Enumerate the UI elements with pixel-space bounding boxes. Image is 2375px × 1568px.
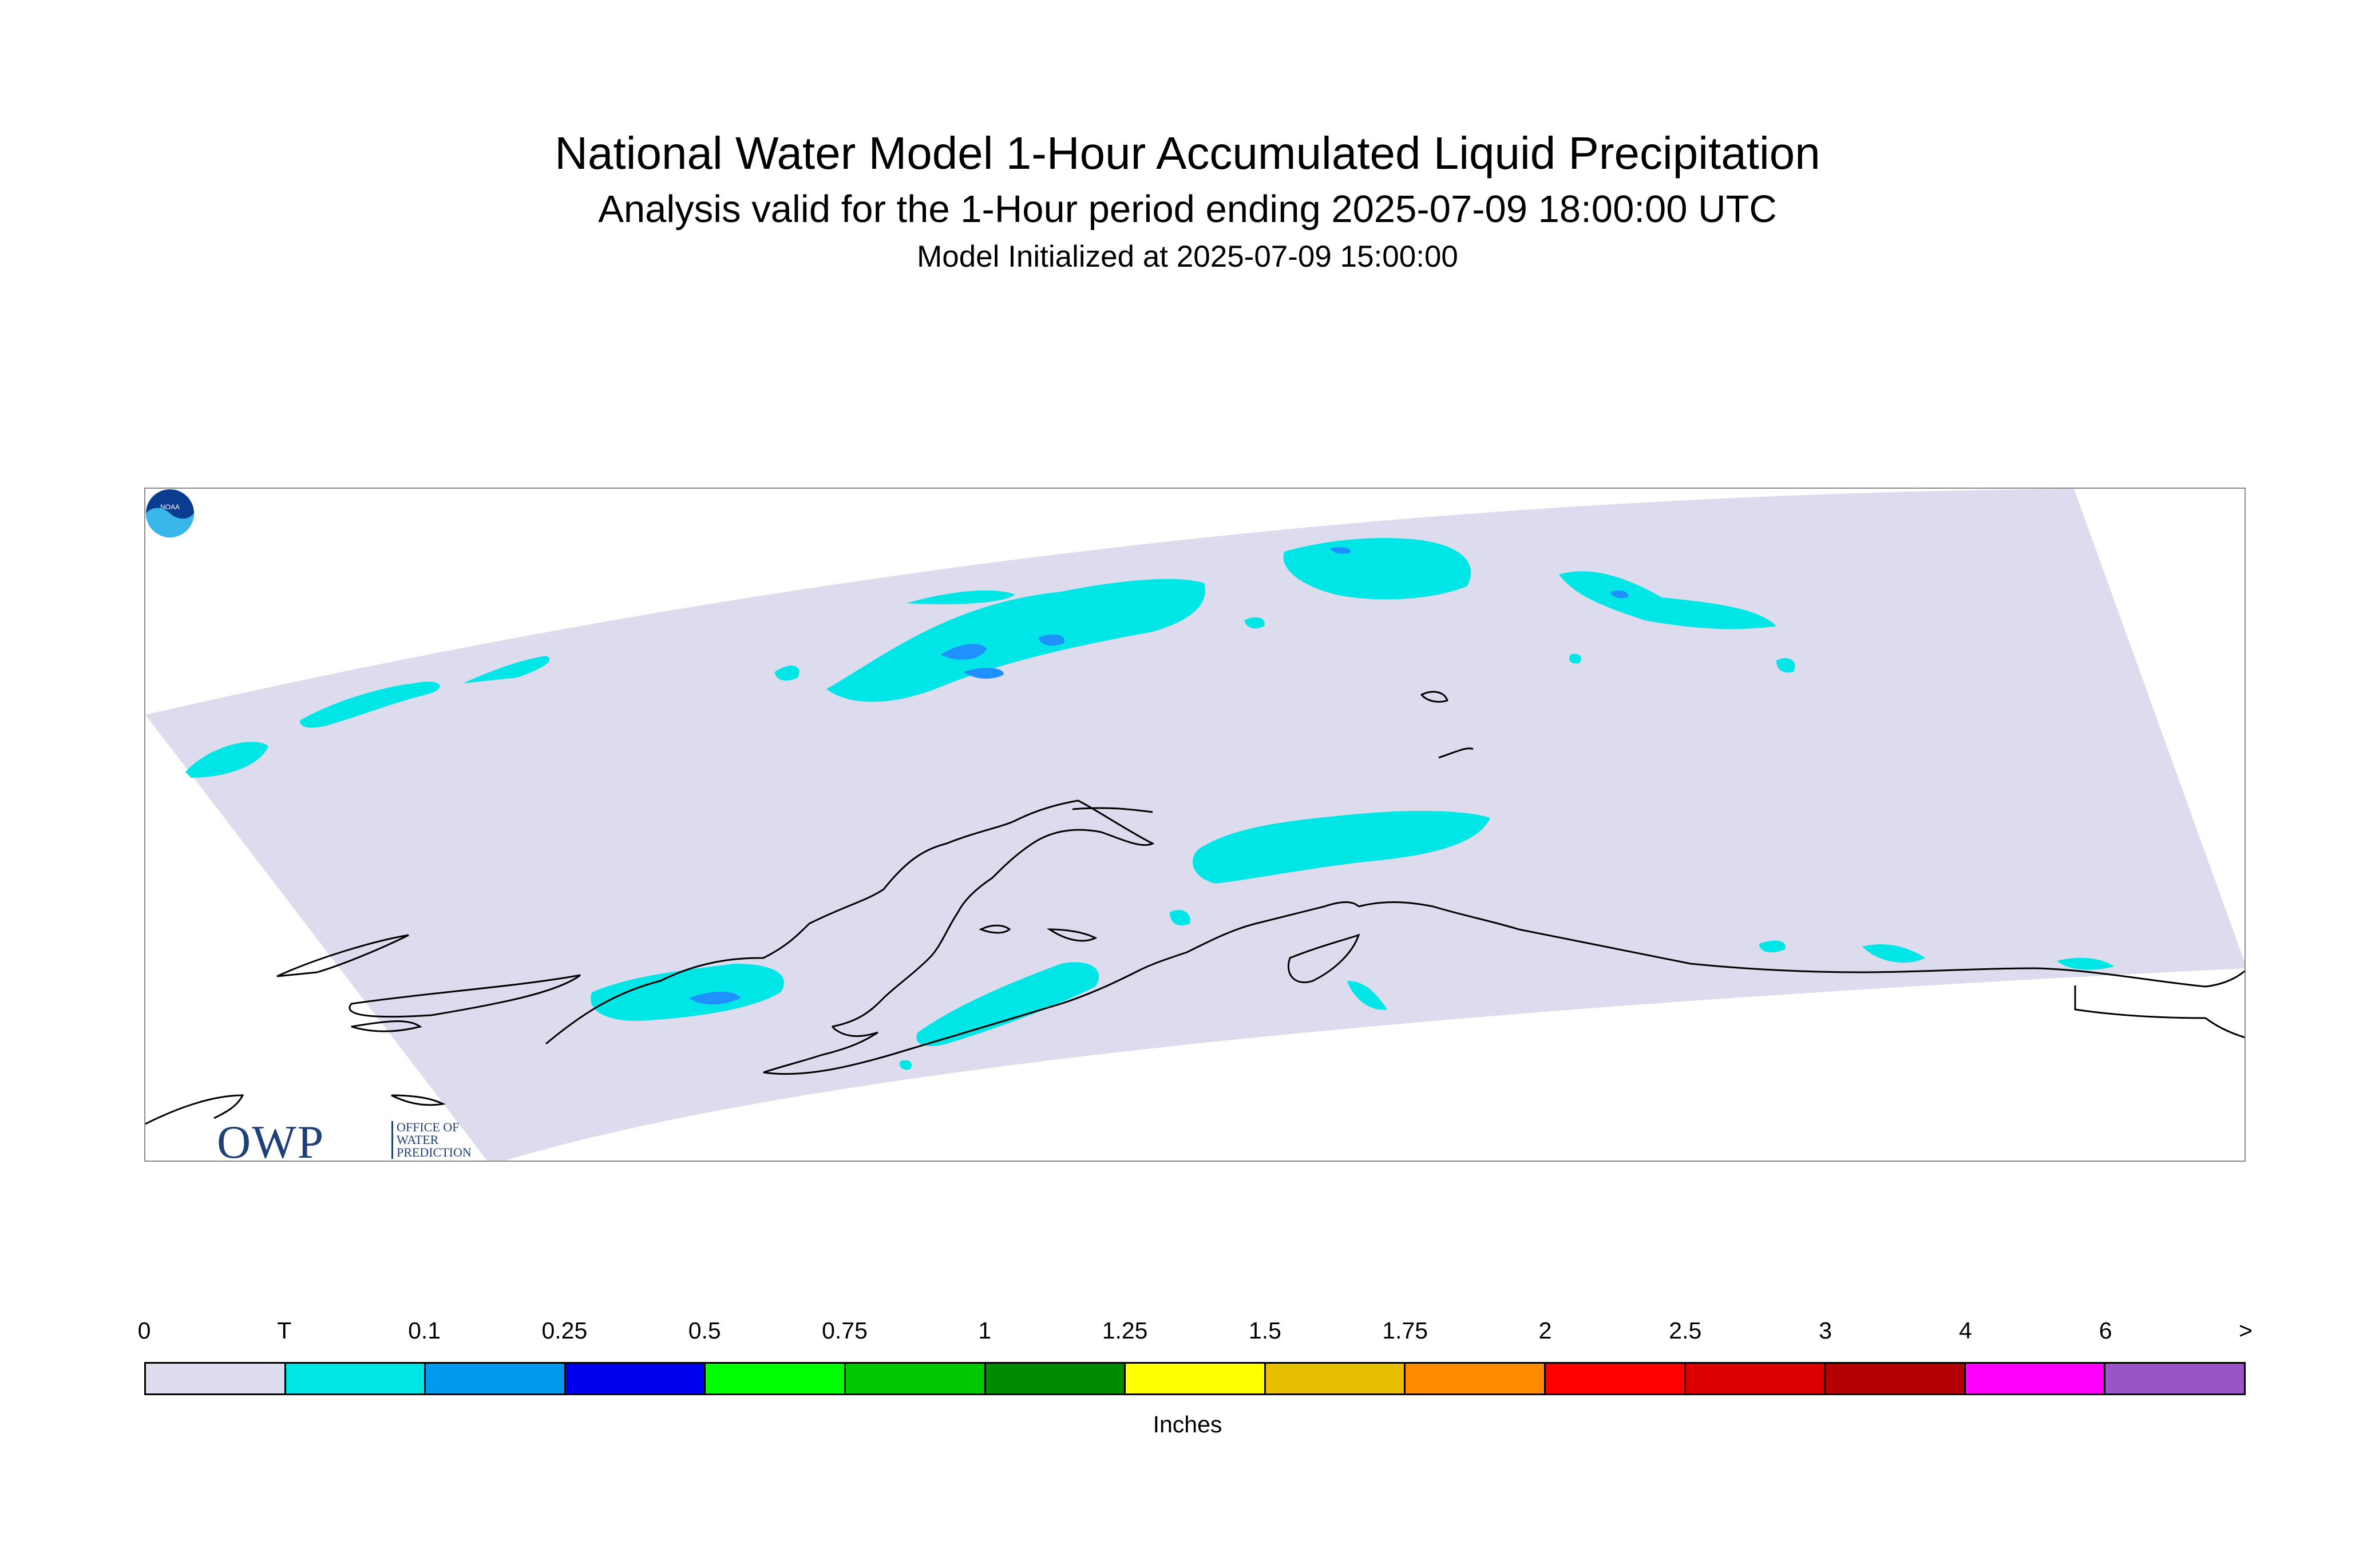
legend-tick-label: 1 bbox=[978, 1317, 992, 1344]
legend-swatch bbox=[1545, 1364, 1686, 1393]
legend-tick-label: 2.5 bbox=[1669, 1317, 1702, 1344]
owp-logo: OWP OFFICE OF WATER PREDICTION bbox=[217, 1115, 472, 1162]
title-block: National Water Model 1-Hour Accumulated … bbox=[0, 125, 2375, 277]
owp-logo-letters: OWP bbox=[217, 1116, 325, 1162]
coastlines bbox=[145, 691, 2245, 1125]
legend-tick-label: > bbox=[2239, 1317, 2253, 1344]
noaa-logo-icon: NOAA bbox=[146, 489, 194, 537]
legend-tick-label: 6 bbox=[2099, 1317, 2112, 1344]
map-panel: OWP OFFICE OF WATER PREDICTION NOAA bbox=[144, 488, 2246, 1162]
map-title: National Water Model 1-Hour Accumulated … bbox=[555, 128, 1820, 179]
color-legend bbox=[144, 1362, 2246, 1395]
legend-swatch bbox=[426, 1364, 566, 1393]
legend-tick-label: 0.1 bbox=[408, 1317, 441, 1344]
legend-swatch bbox=[1406, 1364, 1546, 1393]
owp-logo-text: OFFICE OF WATER PREDICTION bbox=[391, 1121, 494, 1159]
legend-tick-label: 2 bbox=[1538, 1317, 1552, 1344]
legend-tick-label: 0.75 bbox=[822, 1317, 868, 1344]
precipitation-map bbox=[145, 489, 2245, 1161]
legend-tick-label: 0 bbox=[137, 1317, 151, 1344]
legend-tick-labels: 0 T 0.1 0.25 0.5 0.75 1 1.25 1.5 1.75 2 2.5 3 4 6 > bbox=[138, 1317, 2253, 1352]
precipitation-areas bbox=[185, 538, 2114, 1070]
legend-swatch bbox=[1126, 1364, 1266, 1393]
legend-tick-label: 0.5 bbox=[688, 1317, 721, 1344]
legend-swatch bbox=[565, 1364, 706, 1393]
legend-tick-label: 0.25 bbox=[541, 1317, 588, 1344]
legend-swatch bbox=[1965, 1364, 2106, 1393]
legend-tick-label: 3 bbox=[1819, 1317, 1832, 1344]
legend-swatch bbox=[1826, 1364, 1966, 1393]
legend-tick-label: 4 bbox=[1958, 1317, 1972, 1344]
legend-swatch bbox=[985, 1364, 1126, 1393]
legend-swatch bbox=[2105, 1364, 2244, 1393]
legend-swatch bbox=[845, 1364, 986, 1393]
model-init-time: Model Initialized at 2025-07-09 15:00:00 bbox=[917, 240, 1458, 274]
legend-tick-label: 1.5 bbox=[1248, 1317, 1281, 1344]
legend-tick-label: T bbox=[277, 1317, 292, 1344]
legend-tick-label: 1.25 bbox=[1102, 1317, 1148, 1344]
legend-swatch bbox=[1685, 1364, 1826, 1393]
legend-units: Inches bbox=[1153, 1411, 1222, 1438]
precipitation-light bbox=[689, 547, 1628, 1005]
legend-swatch bbox=[286, 1364, 426, 1393]
legend-tick-label: 1.75 bbox=[1382, 1317, 1428, 1344]
legend-swatch bbox=[146, 1364, 286, 1393]
map-subtitle: Analysis valid for the 1-Hour period end… bbox=[598, 188, 1777, 231]
legend-swatch bbox=[1265, 1364, 1406, 1393]
noaa-logo-text: NOAA bbox=[160, 503, 180, 511]
legend-swatch bbox=[706, 1364, 846, 1393]
